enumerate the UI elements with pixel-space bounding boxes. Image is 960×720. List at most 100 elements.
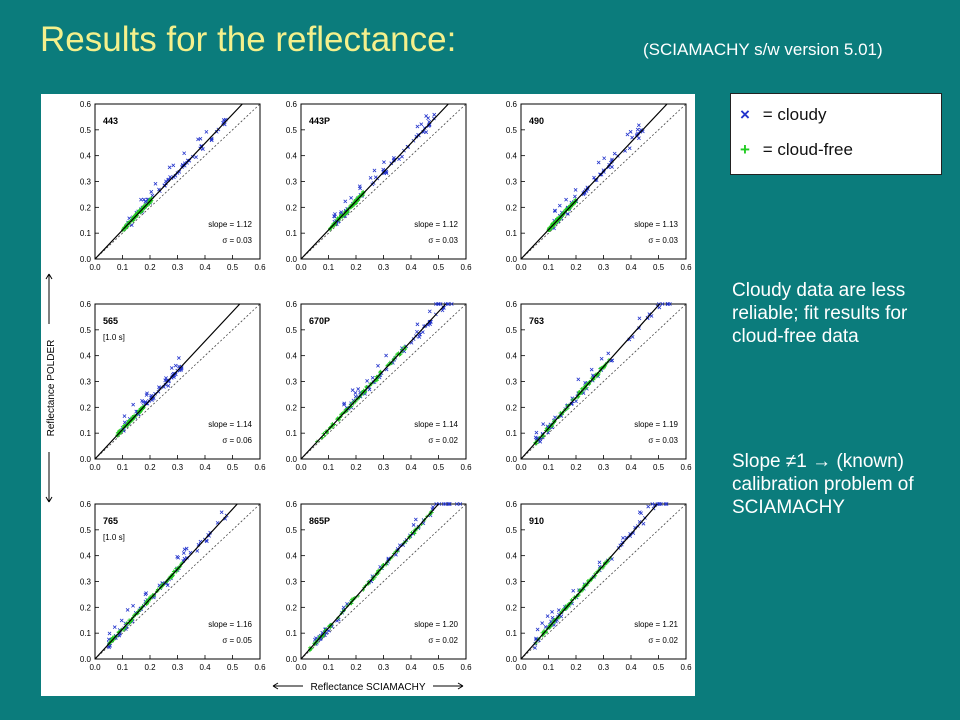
cloudy-point [176, 356, 181, 360]
y-tick-label: 0.5 [80, 526, 92, 535]
cloudy-point [637, 136, 641, 141]
cloudy-point [534, 636, 538, 641]
note-slope-calibration: Slope ≠1 → (known) calibration problem o… [732, 451, 914, 518]
panel-label: 670P [309, 316, 330, 326]
cloudy-point [556, 608, 561, 612]
cloudy-point [420, 330, 425, 334]
cloudy-point [332, 214, 336, 219]
cloudy-point [417, 335, 422, 339]
y-tick-label: 0.2 [80, 603, 92, 612]
scatter-panel-443: 0.00.0 0.1 0.1 0.2 0.2 0.3 0.3 0.4 0.4 0.5 0.5 0.6 0… [80, 100, 266, 272]
cloudy-point [646, 504, 651, 509]
x-tick-label: 0.2 [570, 463, 582, 472]
cloudy-point [610, 358, 615, 363]
sigma-label: σ = 0.02 [648, 636, 678, 645]
y-tick-label: 0.1 [506, 629, 518, 638]
cloudy-point [357, 184, 362, 189]
cloudy-point [538, 439, 543, 444]
x-tick-label: 0.3 [172, 263, 184, 272]
panel-label: 490 [529, 116, 544, 126]
x-tick-label: 0.5 [433, 463, 445, 472]
scatter-panel-670p: 0.00.0 0.1 0.1 0.2 0.2 0.3 0.3 0.4 0.4 0.5 0.5 0.6 0… [286, 300, 472, 472]
cloudy-point [204, 129, 209, 134]
cloudy-point [185, 555, 189, 560]
y-tick-label: 0.1 [80, 429, 92, 438]
cloudy-point [195, 549, 200, 553]
x-tick-label: 0.2 [570, 263, 582, 272]
cloudy-point [395, 547, 400, 551]
cloudy-point [112, 625, 117, 630]
y-axis-arrows [45, 273, 53, 503]
cloudy-point [628, 129, 633, 134]
cloudy-point [370, 375, 375, 380]
cloudy-point [428, 322, 432, 327]
cloudy-point [576, 377, 581, 382]
cloudy-point [620, 540, 625, 545]
cloudy-point [550, 609, 554, 614]
sigma-label: σ = 0.03 [222, 236, 252, 245]
y-tick-label: 0.1 [80, 629, 92, 638]
fit-line [94, 103, 243, 260]
x-tick-label: 0.6 [460, 663, 472, 672]
y-tick-label: 0.3 [286, 378, 298, 387]
cloudy-point [342, 401, 347, 406]
x-tick-label: 0.6 [254, 663, 266, 672]
cloudy-point [397, 157, 401, 162]
y-tick-label: 0.6 [506, 300, 518, 309]
cloudy-point [139, 197, 143, 202]
legend-item-cloudy: × = cloudy [740, 103, 941, 126]
y-tick-label: 0.5 [506, 326, 518, 335]
cloudy-point [122, 414, 127, 418]
cloudy-point [384, 353, 388, 358]
y-tick-label: 0.4 [506, 152, 518, 161]
cloudy-point [553, 209, 557, 214]
legend-label-cloud-free: = cloud-free [758, 140, 853, 159]
x-tick-label: 0.4 [405, 463, 417, 472]
x-tick-label: 0.4 [405, 263, 417, 272]
x-tick-label: 0.5 [433, 263, 445, 272]
y-tick-label: 0.3 [286, 578, 298, 587]
cloudy-point [353, 391, 358, 395]
cloudy-point [350, 388, 355, 393]
y-tick-label: 0.2 [80, 403, 92, 412]
cloudy-point [657, 305, 662, 310]
y-tick-label: 0.5 [506, 526, 518, 535]
fit-line [94, 303, 241, 460]
y-tick-label: 0.0 [506, 255, 518, 264]
x-tick-label: 0.0 [515, 463, 527, 472]
x-tick-label: 0.5 [653, 263, 665, 272]
cloudy-point [441, 502, 446, 506]
x-tick-label: 0.5 [227, 263, 239, 272]
fit-line [300, 503, 439, 660]
cloudy-point [131, 603, 135, 608]
cloudy-point [376, 363, 380, 368]
cloudy-point [434, 302, 438, 306]
cloudy-point [149, 189, 154, 194]
x-tick-label: 0.4 [625, 463, 637, 472]
panel-label: 765 [103, 516, 118, 526]
cloudy-point [596, 160, 601, 165]
cloudy-point [415, 322, 420, 327]
cloudy-point [176, 555, 181, 560]
cloudy-point [454, 502, 459, 506]
x-tick-label: 0.2 [570, 663, 582, 672]
cloudy-point [142, 197, 146, 202]
cloudy-point [219, 510, 224, 515]
y-tick-label: 0.1 [506, 429, 518, 438]
scatter-panel-910: 0.00.0 0.1 0.1 0.2 0.2 0.3 0.3 0.4 0.4 0.5 0.5 0.6 0… [506, 500, 692, 672]
cloudy-point [635, 132, 639, 137]
cloudy-point [415, 329, 419, 334]
identity-line [520, 503, 687, 660]
x-tick-label: 0.3 [378, 463, 390, 472]
x-tick-label: 0.4 [199, 463, 211, 472]
cloudy-point [415, 124, 420, 129]
cloudy-point [342, 402, 346, 407]
x-tick-label: 0.3 [598, 463, 610, 472]
x-tick-label: 0.3 [598, 663, 610, 672]
cloudy-point [449, 302, 454, 306]
cloudy-point [565, 212, 570, 216]
y-tick-label: 0.3 [80, 178, 92, 187]
scatter-panel-490: 0.00.0 0.1 0.1 0.2 0.2 0.3 0.3 0.4 0.4 0.5 0.5 0.6 0… [506, 100, 692, 272]
fit-line [300, 103, 449, 260]
y-tick-label: 0.3 [506, 578, 518, 587]
